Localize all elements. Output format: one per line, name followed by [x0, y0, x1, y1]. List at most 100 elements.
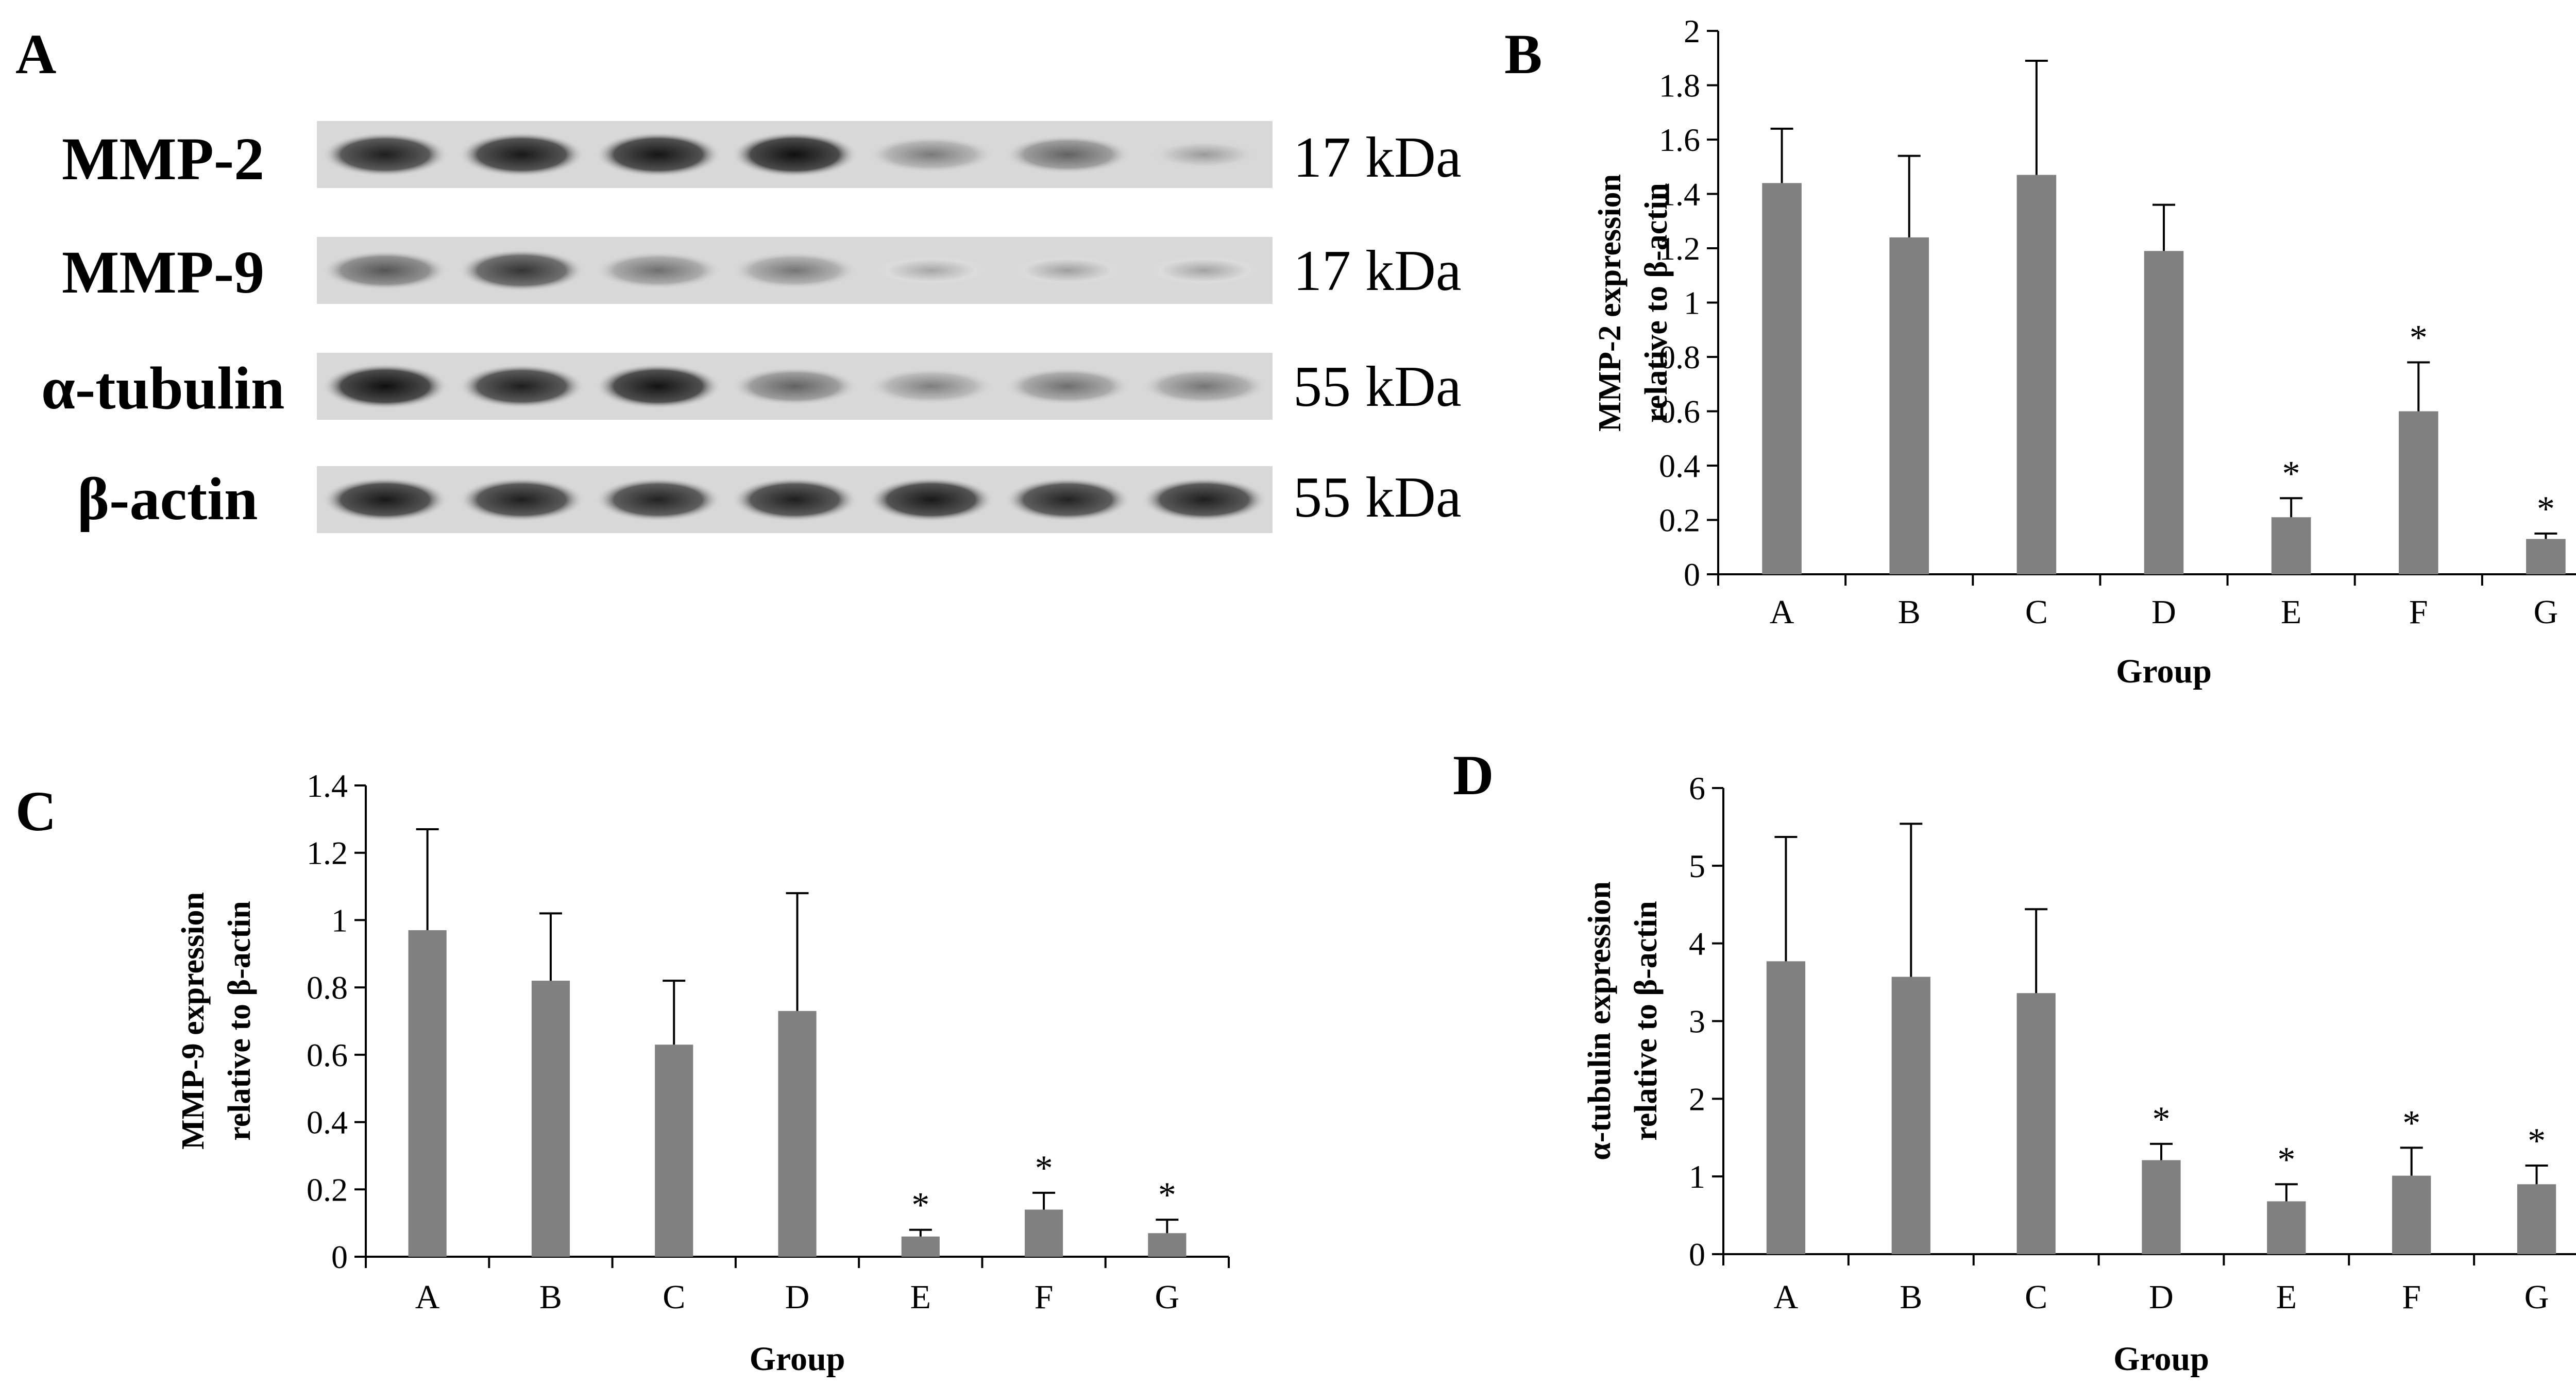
- y-tick-label: 4: [1689, 926, 1705, 962]
- blot-band: [322, 477, 448, 522]
- y-axis-label: α-tubulin expression: [1582, 881, 1617, 1160]
- blot-strip-alpha-tubulin: [317, 353, 1273, 420]
- y-tick-label: 1.2: [307, 835, 348, 871]
- blot-band: [459, 132, 585, 177]
- blot-strip-mmp2: [317, 121, 1273, 188]
- y-tick-label: 1.6: [1659, 122, 1700, 158]
- bar-c: [655, 1045, 693, 1257]
- significance-star: *: [2153, 1100, 2171, 1139]
- bar-e: [2267, 1201, 2306, 1254]
- kda-label-mmp9: 17 kDa: [1293, 239, 1462, 303]
- x-tick-label: A: [415, 1278, 440, 1316]
- x-tick-label: F: [1035, 1278, 1054, 1316]
- y-tick-label: 0.8: [1659, 339, 1700, 375]
- x-tick-label: G: [1155, 1278, 1180, 1316]
- y-tick-label: 0.2: [307, 1171, 348, 1208]
- y-axis-label: MMP-2 expression: [1592, 174, 1628, 432]
- blot-band: [868, 477, 994, 522]
- blot-band: [732, 252, 858, 289]
- bar-d: [2142, 1160, 2181, 1254]
- bar-e: [2271, 517, 2311, 574]
- x-tick-label: G: [2534, 593, 2558, 631]
- y-tick-label: 6: [1689, 770, 1705, 807]
- significance-star: *: [911, 1186, 929, 1225]
- x-tick-label: E: [910, 1278, 931, 1316]
- y-tick-label: 5: [1689, 848, 1705, 884]
- x-axis-label: Group: [750, 1340, 845, 1378]
- x-tick-label: B: [539, 1278, 562, 1316]
- blot-band: [868, 254, 994, 287]
- significance-star: *: [1158, 1175, 1176, 1215]
- panel-letter-b: B: [1504, 23, 1543, 85]
- significance-star: *: [2277, 1140, 2295, 1179]
- blot-strip-mmp9: [317, 237, 1273, 304]
- blot-band: [459, 364, 585, 408]
- x-axis-label: Group: [2116, 653, 2212, 690]
- blot-band: [595, 477, 721, 522]
- blot-band: [732, 367, 858, 406]
- blot-band: [595, 132, 721, 177]
- significance-star: *: [2528, 1121, 2546, 1161]
- bar-f: [2392, 1175, 2431, 1254]
- blot-band: [1141, 138, 1267, 172]
- blot-label-mmp9: MMP-9: [62, 238, 265, 306]
- bar-e: [901, 1236, 940, 1257]
- y-axis-label: relative to β-actin: [222, 901, 257, 1140]
- y-tick-label: 1.8: [1659, 67, 1700, 104]
- bar-c: [2016, 175, 2057, 574]
- blot-band: [868, 136, 994, 173]
- x-tick-label: E: [2276, 1278, 2297, 1316]
- bar-d: [778, 1011, 817, 1257]
- y-tick-label: 0.4: [307, 1104, 348, 1141]
- y-tick-label: 1.4: [307, 767, 348, 804]
- x-tick-label: G: [2524, 1278, 2549, 1316]
- x-axis-label: Group: [2113, 1340, 2209, 1378]
- y-tick-label: 0.6: [1659, 393, 1700, 430]
- y-tick-label: 0: [1684, 556, 1700, 593]
- x-tick-label: C: [2025, 593, 2048, 631]
- y-tick-label: 1: [1684, 285, 1700, 321]
- y-tick-label: 0: [1689, 1236, 1705, 1273]
- y-axis-label: MMP-9 expression: [176, 892, 211, 1150]
- y-tick-label: 0.8: [307, 969, 348, 1006]
- bar-b: [1891, 977, 1930, 1254]
- blot-label-beta-actin: β-actin: [77, 465, 258, 533]
- y-tick-label: 1.4: [1659, 176, 1700, 213]
- bar-b: [531, 981, 570, 1257]
- blot-band: [322, 363, 448, 409]
- x-tick-label: B: [1898, 593, 1921, 631]
- significance-star: *: [1035, 1149, 1053, 1188]
- panel-letter-d: D: [1453, 744, 1494, 807]
- panel-letter-c: C: [15, 780, 57, 843]
- blot-strip-beta-actin: [317, 466, 1273, 533]
- blot-band: [1141, 368, 1267, 405]
- y-tick-label: 2: [1684, 13, 1700, 49]
- significance-star: *: [2402, 1103, 2420, 1143]
- blot-band: [1141, 477, 1267, 522]
- blot-band: [1005, 477, 1131, 522]
- blot-band: [459, 249, 585, 292]
- kda-label-beta-actin: 55 kDa: [1293, 466, 1462, 529]
- bar-c: [2016, 993, 2056, 1254]
- bar-a: [408, 930, 447, 1257]
- x-tick-label: A: [1774, 1278, 1799, 1316]
- blot-label-alpha-tubulin: α-tubulin: [41, 354, 285, 422]
- y-tick-label: 1: [331, 902, 348, 938]
- kda-label-alpha-tubulin: 55 kDa: [1293, 355, 1462, 419]
- bar-a: [1766, 961, 1806, 1254]
- bar-g: [1148, 1233, 1187, 1257]
- blot-band: [732, 477, 858, 522]
- x-tick-label: F: [2402, 1278, 2421, 1316]
- y-axis-label: relative to β-actin: [1639, 183, 1674, 422]
- y-tick-label: 1.2: [1659, 230, 1700, 267]
- y-tick-label: 0.4: [1659, 448, 1700, 484]
- y-tick-label: 2: [1689, 1081, 1705, 1117]
- blot-band: [595, 364, 721, 409]
- significance-star: *: [2282, 454, 2300, 493]
- panel-letter-a: A: [15, 23, 57, 85]
- bar-chart-d: 0 1 2 3 4 5 6 A B C * D * E * F * G Group α-tubulin express…: [1582, 770, 2576, 1378]
- bar-d: [2144, 251, 2184, 574]
- y-tick-label: 1: [1689, 1158, 1705, 1195]
- x-tick-label: C: [663, 1278, 685, 1316]
